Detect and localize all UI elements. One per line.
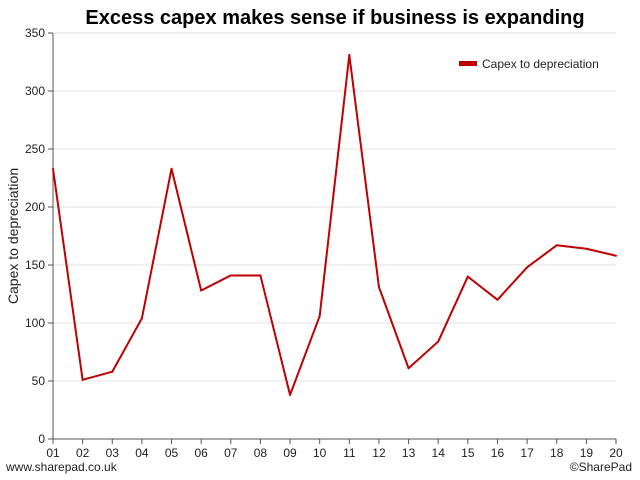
x-tick-label: 02: [76, 446, 90, 460]
y-tick-label: 50: [32, 374, 46, 388]
x-tick-label: 03: [106, 446, 120, 460]
y-tick-label: 200: [25, 200, 45, 214]
footer-website: www.sharepad.co.uk: [5, 460, 118, 474]
x-axis-ticks: 01 02 03 04 05 06 07 08 09 10 11 12 13 14 15 16 17 18 19 20: [46, 439, 623, 460]
x-tick-label: 07: [224, 446, 238, 460]
series-line: [52, 54, 617, 396]
data-point: [289, 393, 292, 396]
x-tick-label: 11: [343, 446, 356, 460]
chart-title: Excess capex makes sense if business is …: [85, 7, 584, 29]
data-point: [348, 54, 351, 57]
x-tick-label: 13: [402, 446, 416, 460]
x-tick-label: 19: [580, 446, 594, 460]
data-point: [466, 275, 469, 278]
y-tick-label: 300: [25, 84, 45, 98]
x-tick-label: 04: [135, 446, 149, 460]
data-point: [229, 274, 232, 277]
x-tick-label: 15: [461, 446, 475, 460]
y-axis-ticks: 0 50 100 150 200 250 300 350: [25, 26, 53, 446]
data-point: [259, 274, 262, 277]
x-tick-label: 10: [313, 446, 327, 460]
x-tick-label: 14: [432, 446, 446, 460]
data-point: [437, 340, 440, 343]
legend-swatch: [459, 61, 477, 66]
legend: Capex to depreciation: [459, 57, 599, 71]
y-tick-label: 150: [25, 258, 45, 272]
x-tick-label: 01: [46, 446, 60, 460]
data-point: [170, 167, 173, 170]
y-tick-label: 100: [25, 316, 45, 330]
data-point: [615, 254, 617, 257]
y-tick-label: 250: [25, 142, 45, 156]
x-tick-label: 17: [520, 446, 534, 460]
data-point: [526, 266, 529, 269]
x-tick-label: 20: [609, 446, 623, 460]
data-point: [555, 244, 558, 247]
data-point: [318, 315, 321, 318]
x-tick-label: 18: [550, 446, 564, 460]
data-point: [52, 167, 54, 170]
data-point: [200, 289, 203, 292]
y-tick-label: 0: [38, 432, 45, 446]
x-tick-label: 16: [491, 446, 505, 460]
data-point: [111, 370, 114, 373]
x-tick-label: 08: [254, 446, 268, 460]
legend-label: Capex to depreciation: [482, 57, 599, 71]
x-tick-label: 12: [372, 446, 386, 460]
x-tick-label: 06: [194, 446, 208, 460]
data-point: [140, 317, 143, 320]
data-point: [81, 378, 84, 381]
x-tick-label: 05: [165, 446, 179, 460]
data-point: [585, 247, 588, 250]
data-point: [407, 367, 410, 370]
y-tick-label: 350: [25, 26, 45, 40]
series-group: [52, 54, 617, 396]
data-point: [377, 286, 380, 289]
data-point: [496, 298, 499, 301]
y-axis-label: Capex to depreciation: [5, 168, 21, 304]
footer-copyright: ©SharePad: [570, 460, 632, 474]
grid-lines: [53, 32, 616, 382]
x-tick-label: 09: [283, 446, 297, 460]
